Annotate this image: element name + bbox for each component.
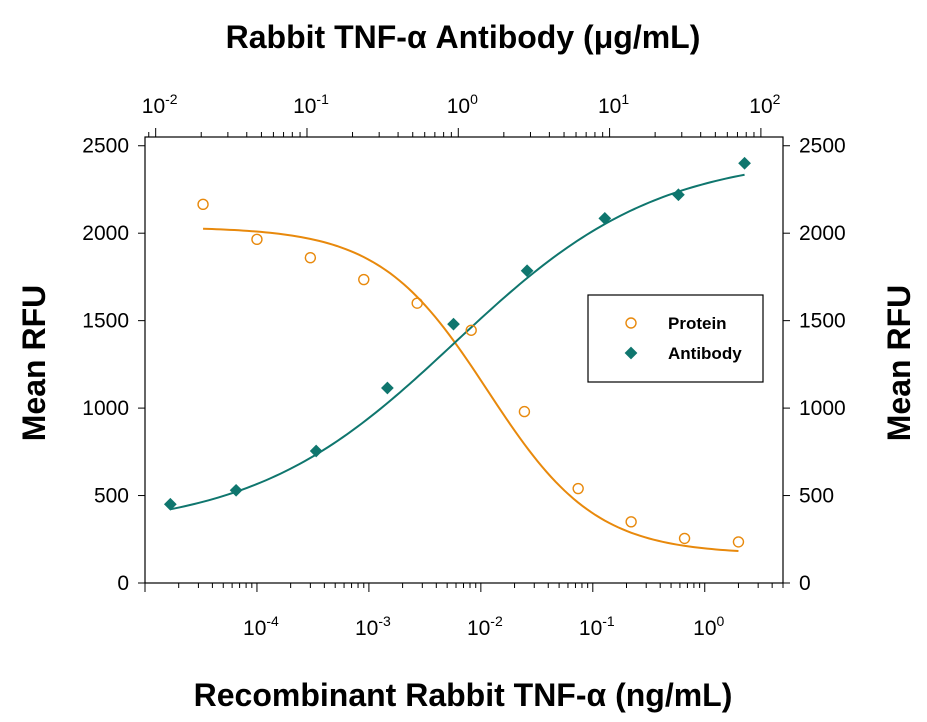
left-axis-title: Mean RFU	[16, 285, 52, 441]
right-axis-title: Mean RFU	[881, 285, 917, 441]
protein-fit-curve	[203, 227, 739, 553]
left-y-tick-label: 500	[94, 485, 129, 508]
top-x-tick-label: 101	[598, 91, 629, 118]
legend-box	[587, 294, 764, 383]
left-y-tick-label: 2000	[82, 222, 129, 245]
fit-curves	[170, 173, 745, 553]
protein-data-point	[465, 324, 477, 336]
antibody-data-point	[447, 317, 460, 331]
top-x-tick-label: 102	[749, 91, 780, 118]
antibody-fit-curve	[170, 173, 745, 511]
protein-data-point	[625, 516, 637, 528]
right-y-tick-label: 2500	[799, 135, 846, 158]
antibody-data-point	[381, 381, 394, 395]
antibody-data-point	[598, 211, 612, 225]
bottom-x-tick-label: 10-2	[467, 613, 503, 640]
top-x-tick-label: 10-1	[293, 91, 329, 118]
antibody-data-point	[309, 444, 323, 458]
protein-data-point	[304, 251, 317, 264]
protein-data-point	[358, 273, 370, 286]
antibody-data-point	[229, 483, 243, 497]
bottom-x-tick-label: 100	[693, 613, 724, 640]
axes: 0 0 500 500 1000 1000 1500 1500 2000 2000 2500 2500…	[82, 91, 845, 640]
left-y-tick-label: 1500	[82, 310, 129, 333]
legend-antibody-label: Antibody	[668, 344, 742, 363]
left-y-tick-label: 0	[117, 572, 129, 595]
antibody-data-point	[163, 497, 177, 511]
protein-data-point	[518, 405, 531, 418]
right-y-tick-label: 500	[799, 485, 834, 508]
right-y-tick-label: 1000	[799, 397, 846, 420]
protein-data-point	[572, 482, 584, 495]
bottom-x-tick-label: 10-1	[579, 613, 615, 640]
antibody-data-point	[738, 156, 751, 170]
legend: Protein Antibody	[587, 294, 764, 383]
left-y-tick-label: 2500	[82, 135, 129, 158]
left-y-tick-label: 1000	[82, 397, 129, 420]
right-y-tick-label: 2000	[799, 222, 846, 245]
legend-protein-label: Protein	[668, 314, 727, 333]
protein-data-point	[732, 536, 745, 548]
right-y-tick-label: 0	[799, 572, 811, 595]
right-y-tick-label: 1500	[799, 310, 846, 333]
protein-data-point	[197, 198, 209, 211]
bottom-axis-title: Recombinant Rabbit TNF-α (ng/mL)	[194, 677, 733, 713]
bottom-x-tick-label: 10-3	[355, 613, 391, 640]
top-x-tick-label: 100	[447, 91, 478, 118]
top-x-tick-label: 10-2	[142, 91, 178, 118]
protein-data-point	[251, 233, 263, 246]
protein-data-point	[411, 297, 423, 309]
top-axis-title: Rabbit TNF-α Antibody (μg/mL)	[226, 19, 701, 55]
protein-data-point	[678, 532, 691, 545]
legend-protein-marker	[625, 317, 637, 329]
bottom-x-tick-label: 10-4	[243, 613, 279, 640]
